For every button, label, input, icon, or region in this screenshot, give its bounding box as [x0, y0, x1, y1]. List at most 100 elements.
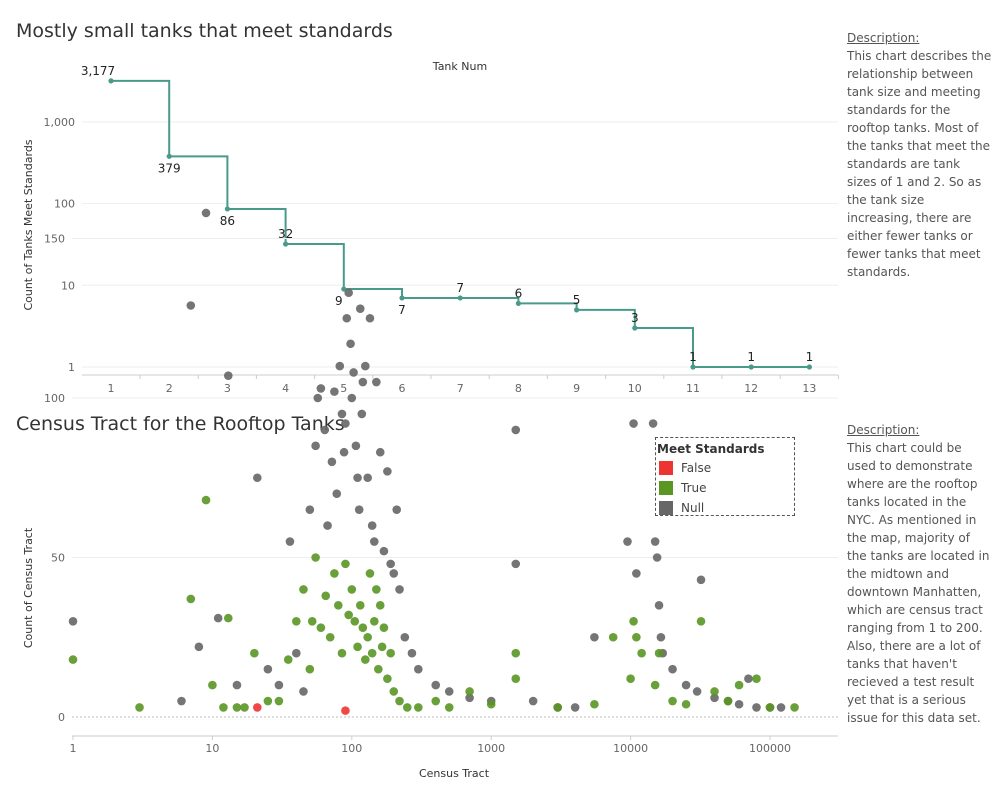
scatter-point-true	[68, 655, 78, 664]
scatter-point-null	[650, 537, 660, 546]
scatter-point-true	[696, 617, 706, 626]
top-data-label: 3,177	[81, 64, 115, 78]
bottom-y-axis-title: Count of Census Tract	[22, 527, 35, 648]
top-x-tick-label: 12	[744, 382, 758, 395]
scatter-point-null	[668, 664, 677, 674]
bottom-chart-plot: 0 50 100 150 1 10 100 1000 10000 100000	[44, 208, 838, 755]
top-x-tick-label: 6	[399, 382, 406, 395]
scatter-point-null	[274, 680, 284, 690]
legend-label-null: Null	[681, 501, 705, 515]
bottom-chart-title: Census Tract for the Rooftop Tanks	[16, 413, 345, 435]
scatter-point-null	[342, 313, 352, 323]
scatter-point-null	[528, 696, 538, 706]
scatter-point-true	[668, 696, 677, 706]
top-data-label: 6	[515, 286, 523, 300]
top-x-tick-label: 9	[573, 382, 580, 395]
scatter-point-null	[223, 371, 233, 380]
scatter-point-null	[363, 473, 372, 483]
scatter-point-null	[372, 377, 381, 387]
scatter-point-true	[135, 703, 144, 712]
scatter-point-null	[177, 696, 186, 706]
scatter-point-null	[395, 585, 404, 594]
top-data-point	[283, 241, 289, 247]
bottom-x-axis-title: Census Tract	[419, 767, 490, 780]
scatter-point-true	[511, 674, 521, 684]
scatter-point-true	[330, 569, 339, 578]
scatter-point-true	[350, 617, 360, 626]
top-x-tick-label: 3	[224, 382, 231, 395]
scatter-point-null	[344, 288, 353, 298]
scatter-point-true	[395, 696, 404, 706]
legend-swatch-null	[659, 501, 673, 515]
top-y-tick-label: 100	[54, 198, 75, 211]
scatter-point-null	[407, 648, 417, 658]
top-y-axis-title: Count of Tanks Meet Standards	[22, 139, 35, 310]
scatter-point-true	[358, 623, 368, 632]
scatter-point-null	[696, 575, 706, 585]
legend-item-false[interactable]: False	[659, 458, 794, 478]
scatter-point-null	[194, 642, 204, 652]
scatter-point-true	[311, 553, 320, 562]
scatter-point-true	[374, 664, 383, 674]
legend-item-true[interactable]: True	[659, 478, 794, 498]
scatter-point-null	[313, 393, 323, 403]
bottom-x-tick-label: 100000	[749, 742, 791, 755]
scatter-point-true	[629, 617, 638, 626]
scatter-point-null	[299, 687, 308, 696]
top-data-point	[166, 153, 172, 159]
scatter-point-true	[765, 703, 775, 712]
top-description-body: This chart describes the relationship be…	[847, 49, 992, 279]
scatter-point-null	[361, 361, 370, 371]
scatter-point-null	[623, 537, 632, 546]
top-data-point	[457, 295, 463, 301]
top-data-label: 3	[631, 311, 639, 325]
top-data-point	[632, 325, 638, 331]
scatter-point-null	[263, 664, 273, 674]
scatter-point-null	[68, 617, 78, 626]
scatter-point-true	[232, 703, 242, 712]
scatter-point-true	[341, 559, 350, 569]
scatter-point-null	[351, 441, 361, 451]
scatter-point-null	[311, 441, 320, 451]
scatter-point-null	[323, 521, 332, 530]
bottom-x-tick-label: 10	[205, 742, 219, 755]
top-data-point	[690, 364, 696, 370]
scatter-point-true	[383, 674, 392, 684]
top-data-label: 1	[747, 350, 755, 364]
scatter-point-null	[386, 559, 395, 569]
top-x-tick-label: 8	[515, 382, 522, 395]
scatter-point-true	[637, 648, 646, 658]
scatter-point-null	[369, 537, 379, 546]
top-description-heading: Description:	[847, 31, 920, 45]
scatter-point-true	[402, 703, 412, 712]
top-x-tick-label: 1	[108, 382, 115, 395]
scatter-point-true	[377, 642, 387, 652]
scatter-point-true	[650, 680, 660, 690]
top-description: Description: This chart describes the re…	[847, 29, 992, 281]
scatter-point-null	[357, 409, 367, 419]
scatter-point-null	[656, 632, 666, 642]
bottom-description-body: This chart could be used to demonstrate …	[847, 441, 990, 725]
scatter-point-true	[367, 648, 377, 658]
scatter-point-false	[341, 706, 350, 715]
scatter-point-true	[511, 648, 521, 658]
bottom-y-tick-label: 50	[51, 552, 65, 565]
bottom-y-tick-label: 0	[58, 711, 65, 724]
top-y-tick-label: 1	[68, 361, 75, 374]
top-x-tick-label: 4	[282, 382, 289, 395]
scatter-point-null	[465, 693, 474, 703]
scatter-point-null	[358, 377, 368, 387]
legend-item-null[interactable]: Null	[659, 498, 794, 518]
top-y-tick-label: 10	[61, 279, 75, 292]
top-data-label: 7	[456, 281, 464, 295]
scatter-point-true	[305, 664, 315, 674]
scatter-point-true	[632, 632, 641, 642]
scatter-point-null	[681, 680, 691, 690]
top-data-label: 379	[158, 161, 181, 175]
scatter-point-true	[299, 585, 308, 594]
scatter-point-null	[734, 699, 744, 709]
scatter-point-true	[375, 601, 385, 610]
scatter-point-true	[752, 674, 761, 684]
scatter-point-null	[652, 553, 662, 562]
